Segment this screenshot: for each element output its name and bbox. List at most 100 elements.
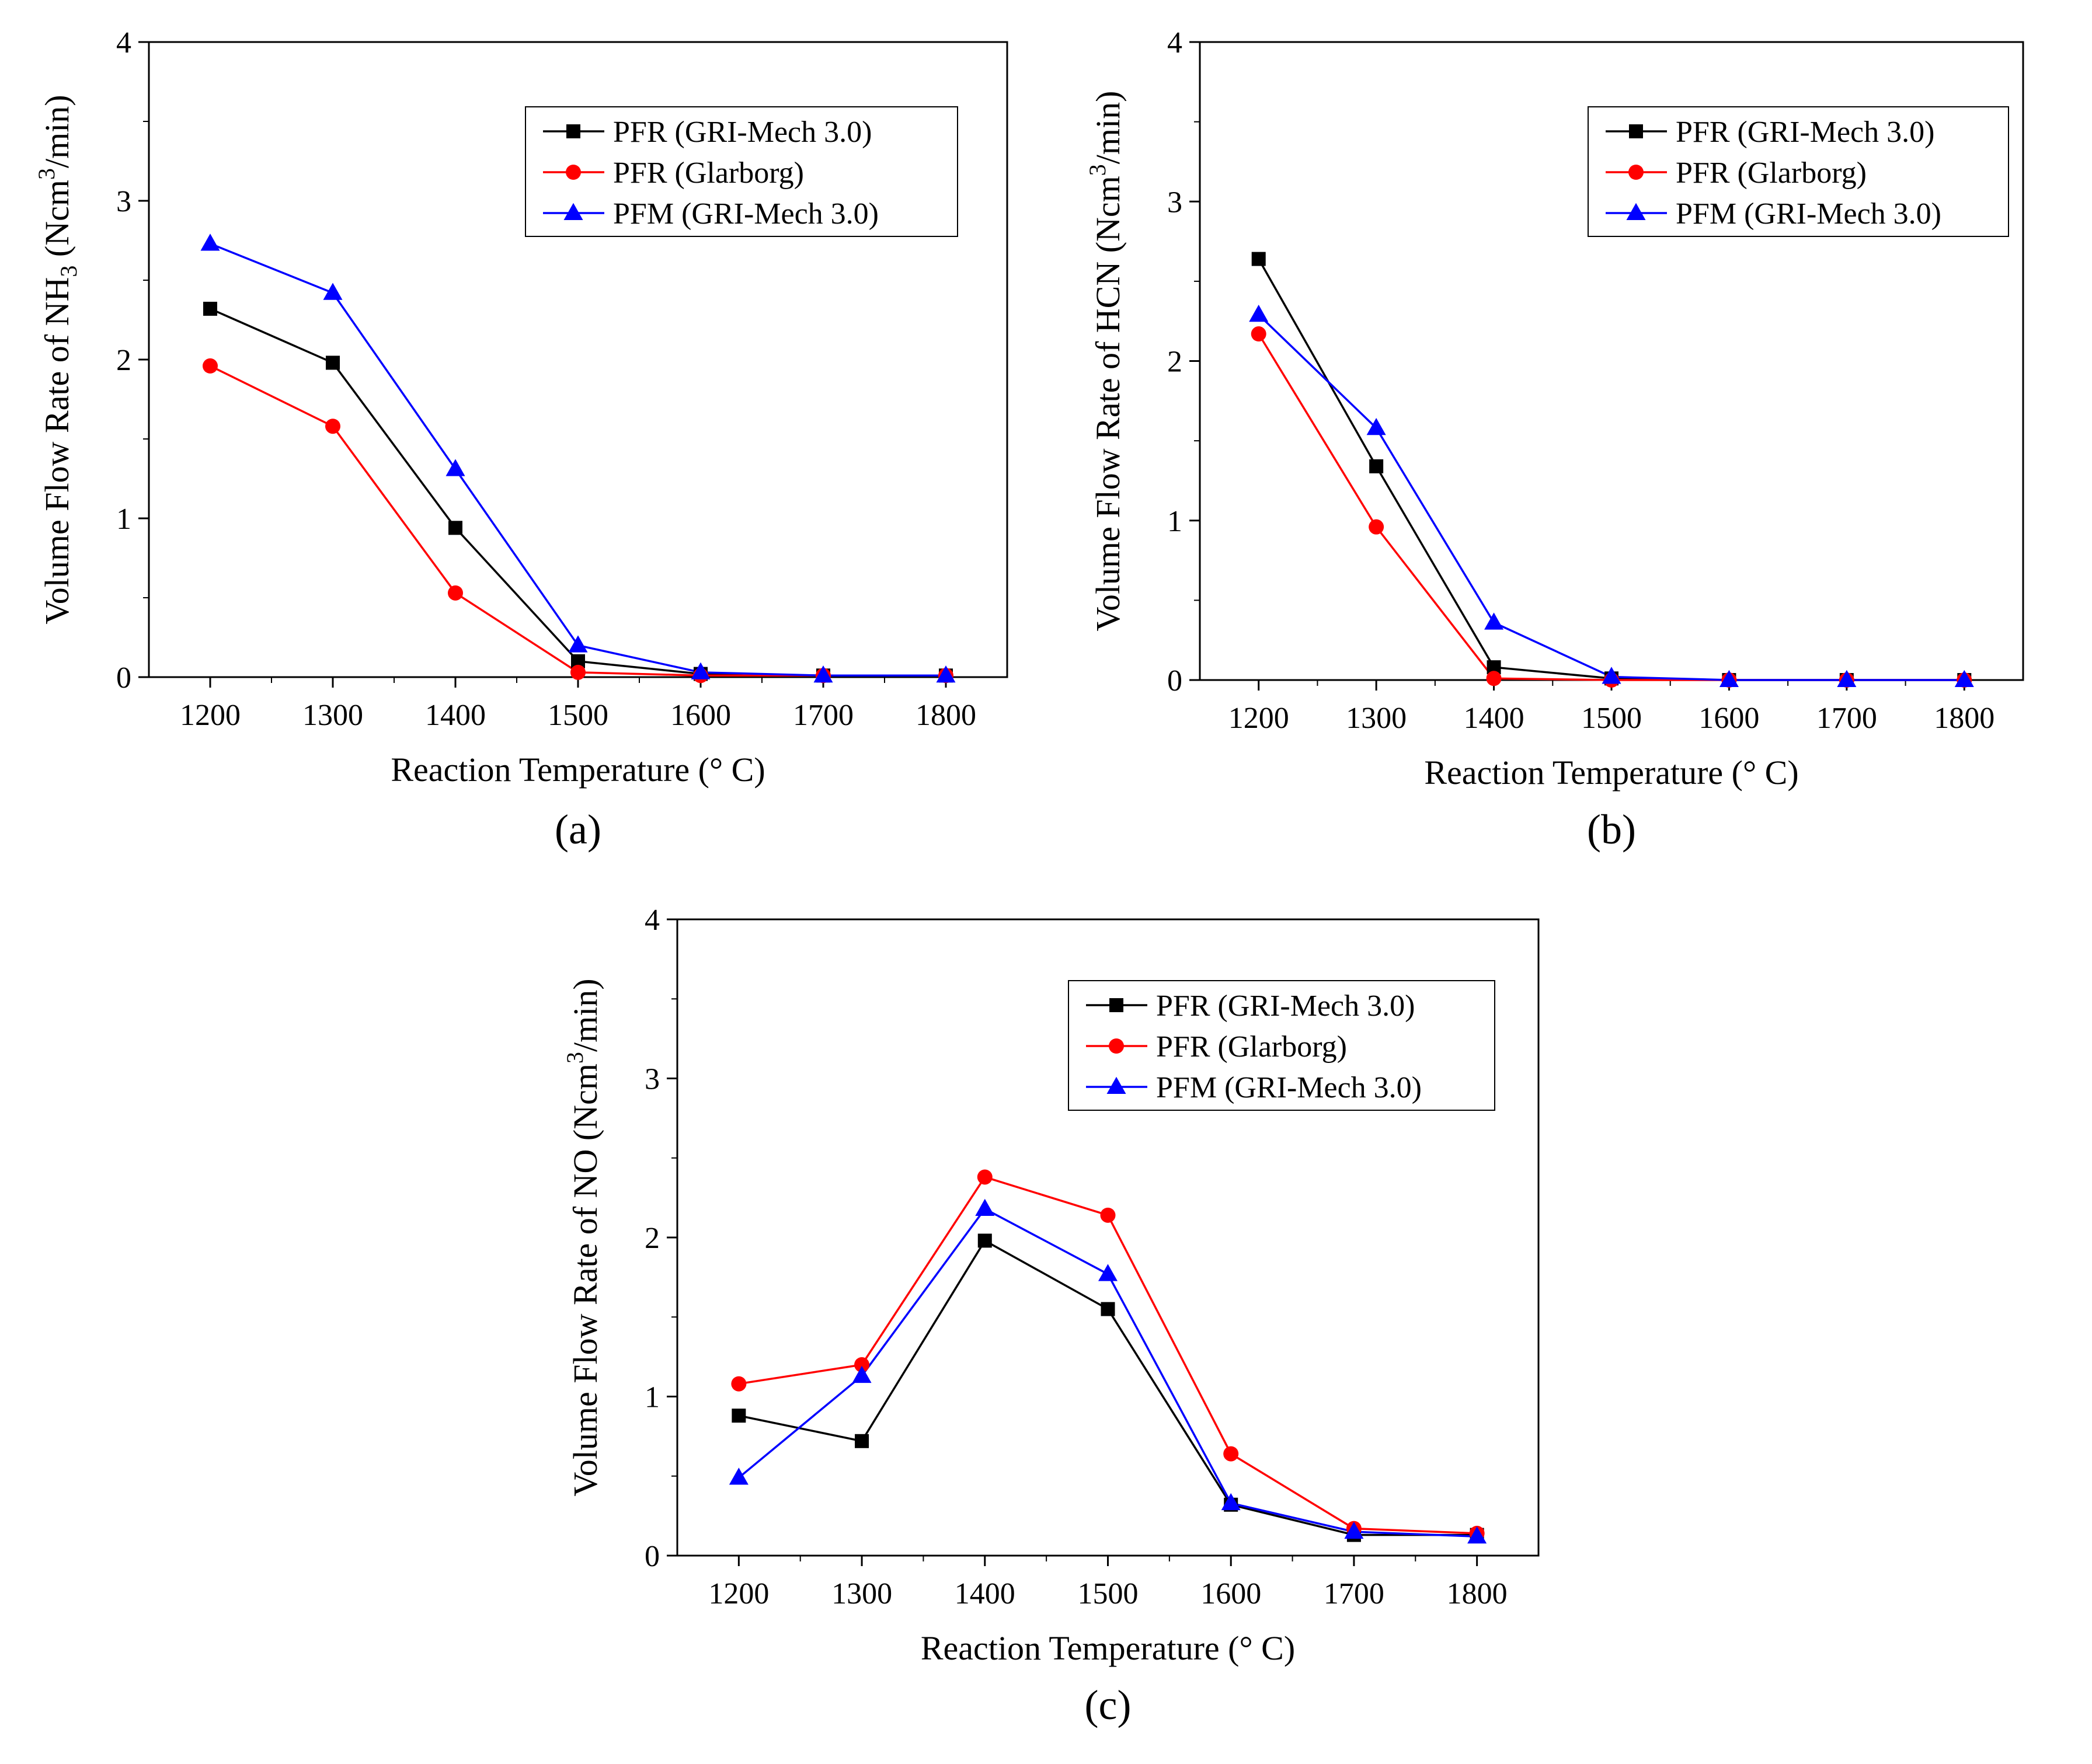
- x-tick-label: 1200: [180, 699, 241, 732]
- data-point-0: [326, 355, 340, 370]
- legend-label-1: PFR (Glarborg): [613, 156, 804, 190]
- chart-panel-2: 1200 1300 1400 1500 1600 1700 1800 0 1 2 3 4 Reactio…: [562, 904, 1540, 1728]
- series-line-0: [739, 1239, 1477, 1536]
- x-tick-label: 1400: [1464, 702, 1524, 735]
- data-point-1: [1369, 519, 1384, 535]
- x-tick-label: 1700: [1816, 702, 1877, 735]
- x-tick-label: 1800: [1447, 1577, 1508, 1610]
- data-point-1: [854, 1357, 870, 1372]
- legend: PFR (GRI-Mech 3.0) PFR (Glarborg) PFM (GRI…: [1588, 106, 2009, 237]
- series-line-1: [1258, 333, 1965, 681]
- legend-label-2: PFM (GRI-Mech 3.0): [613, 197, 879, 231]
- data-point-2: [1467, 1526, 1487, 1544]
- data-point-2: [691, 662, 711, 679]
- x-tick-label: 1300: [302, 699, 363, 732]
- legend-marker-0: [1629, 124, 1643, 138]
- panel-caption: (a): [555, 806, 601, 853]
- x-tick-label: 1800: [916, 699, 976, 732]
- x-tick-label: 1500: [1078, 1577, 1139, 1610]
- y-tick-label: 2: [645, 1222, 660, 1255]
- data-point-1: [570, 664, 586, 680]
- y-tick-label: 2: [1167, 346, 1182, 379]
- x-tick-label: 1400: [425, 699, 486, 732]
- x-tick-label: 1600: [670, 699, 731, 732]
- data-point-1: [731, 1376, 747, 1392]
- data-point-2: [852, 1365, 872, 1383]
- data-point-1: [203, 358, 218, 374]
- x-tick-label: 1500: [548, 699, 608, 732]
- legend-label-0: PFR (GRI-Mech 3.0): [1676, 116, 1934, 149]
- data-point-2: [1484, 612, 1504, 630]
- data-point-0: [977, 1233, 992, 1248]
- x-tick-label: 1700: [793, 699, 854, 732]
- series-line-1: [739, 1176, 1477, 1535]
- data-point-0: [1251, 252, 1266, 266]
- data-point-0: [1369, 459, 1384, 473]
- legend: PFR (GRI-Mech 3.0) PFR (Glarborg) PFM (GRI…: [525, 106, 958, 237]
- y-tick-label: 0: [1167, 664, 1182, 698]
- data-point-2: [1719, 670, 1739, 687]
- data-point-2: [323, 283, 343, 300]
- panel-caption: (c): [1085, 1682, 1132, 1728]
- legend-marker-0: [1109, 998, 1123, 1012]
- data-point-1: [1223, 1446, 1239, 1462]
- legend-marker-1: [566, 165, 581, 180]
- data-point-1: [1486, 671, 1502, 686]
- y-tick-label: 3: [1167, 186, 1182, 219]
- chart-panel-1: 1200 1300 1400 1500 1600 1700 1800 0 1 2 3 4 Reactio…: [1084, 26, 2024, 853]
- series-line-0: [1258, 258, 1965, 681]
- x-tick-label: 1200: [1228, 702, 1289, 735]
- y-tick-label: 1: [116, 503, 131, 536]
- data-point-2: [568, 635, 588, 653]
- data-point-2: [1344, 1521, 1364, 1539]
- legend-label-0: PFR (GRI-Mech 3.0): [1156, 989, 1415, 1023]
- data-point-2: [445, 459, 465, 476]
- y-tick-label: 3: [116, 185, 131, 218]
- y-axis-title: Volume Flow Rate of NH3 (Ncm3/min): [33, 95, 82, 624]
- data-point-2: [1221, 1493, 1241, 1511]
- legend-marker-1: [1628, 165, 1644, 180]
- data-point-0: [855, 1434, 869, 1448]
- x-tick-label: 1700: [1324, 1577, 1384, 1610]
- x-axis-title: Reaction Temperature (° C): [391, 751, 765, 789]
- data-point-1: [325, 419, 340, 434]
- data-point-2: [200, 233, 220, 251]
- y-axis-title: Volume Flow Rate of NO (Ncm3/min): [562, 978, 604, 1496]
- data-point-2: [813, 665, 833, 683]
- data-point-2: [1366, 418, 1386, 435]
- legend-label-2: PFM (GRI-Mech 3.0): [1156, 1071, 1422, 1104]
- data-point-0: [203, 301, 217, 316]
- x-tick-label: 1200: [708, 1577, 769, 1610]
- series-line-0: [210, 308, 946, 677]
- data-point-1: [448, 585, 463, 601]
- data-point-2: [1098, 1264, 1118, 1281]
- series-line-2: [210, 242, 946, 677]
- y-tick-label: 0: [116, 661, 131, 695]
- data-point-2: [936, 665, 956, 683]
- data-point-2: [1602, 667, 1621, 684]
- y-tick-label: 4: [645, 904, 660, 937]
- legend-marker-2: [1106, 1076, 1126, 1094]
- data-point-0: [732, 1409, 746, 1423]
- y-tick-label: 0: [645, 1540, 660, 1573]
- data-point-2: [1837, 670, 1857, 687]
- y-tick-label: 3: [645, 1063, 660, 1096]
- x-tick-label: 1600: [1200, 1577, 1261, 1610]
- x-axis-title: Reaction Temperature (° C): [1424, 754, 1798, 792]
- x-tick-label: 1400: [955, 1577, 1015, 1610]
- x-tick-label: 1800: [1934, 702, 1994, 735]
- data-point-0: [1101, 1302, 1115, 1316]
- y-tick-label: 2: [116, 344, 131, 377]
- y-tick-label: 1: [1167, 505, 1182, 538]
- legend-marker-1: [1109, 1038, 1124, 1054]
- legend-marker-2: [1626, 203, 1646, 220]
- series-line-2: [738, 1207, 1477, 1538]
- y-axis-title: Volume Flow Rate of HCN (Ncm3/min): [1084, 91, 1127, 632]
- y-tick-label: 4: [116, 26, 131, 60]
- x-tick-label: 1500: [1581, 702, 1642, 735]
- legend: PFR (GRI-Mech 3.0) PFR (Glarborg) PFM (GRI…: [1068, 980, 1495, 1111]
- legend-label-1: PFR (Glarborg): [1156, 1030, 1347, 1064]
- x-tick-label: 1600: [1698, 702, 1759, 735]
- data-point-1: [977, 1169, 993, 1185]
